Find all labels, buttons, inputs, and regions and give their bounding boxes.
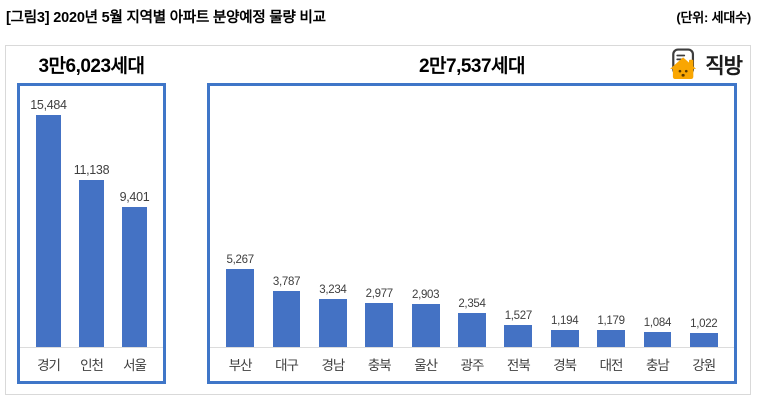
bar [689, 333, 718, 348]
bar-value-label: 3,234 [319, 284, 347, 296]
right-bar-chart: 5,267 3,787 3,234 2,977 2,903 2,354 1,527 1,194… [207, 83, 737, 384]
bar [597, 330, 625, 348]
bar-column: 3,787 [263, 276, 309, 348]
bar [504, 325, 533, 348]
category-label: 경북 [553, 358, 577, 373]
bar-value-label: 1,179 [597, 315, 625, 327]
left-x-axis-line [20, 347, 163, 348]
zigbang-house-icon [670, 48, 697, 80]
bar-value-label: 2,903 [411, 289, 440, 301]
left-category-labels: 경기 인천 서울 [27, 354, 156, 374]
bar [365, 303, 394, 348]
bar-column: 2,903 [402, 289, 448, 348]
bar [643, 332, 672, 348]
bar-value-label: 1,194 [551, 315, 579, 327]
bar [35, 115, 62, 348]
bar-column: 1,194 [542, 315, 588, 348]
right-bars-area: 5,267 3,787 3,234 2,977 2,903 2,354 1,527 1,194… [217, 90, 727, 348]
category-label: 충남 [645, 358, 670, 373]
category-label: 경기 [37, 358, 61, 373]
left-chart-total-title: 3만6,023세대 [38, 56, 145, 77]
bar-column: 1,527 [495, 310, 541, 348]
bar [78, 180, 105, 348]
bar-column: 2,354 [449, 298, 495, 348]
bar-value-label: 1,022 [690, 318, 718, 330]
bar-value-label: 3,787 [272, 276, 301, 288]
bar-value-label: 11,138 [73, 163, 110, 177]
bar-column: 9,401 [113, 190, 156, 348]
category-label: 전북 [506, 358, 531, 373]
bar-value-label: 1,527 [504, 310, 533, 322]
bar [458, 313, 486, 348]
right-category-labels: 부산 대구 경남 충북 울산 광주 전북 경북 대전 충남 강원 [217, 354, 727, 374]
bar-column: 5,267 [217, 254, 263, 348]
left-bars-area: 15,484 11,138 9,401 [27, 90, 156, 348]
unit-label: (단위: 세대수) [676, 10, 751, 25]
bar-column: 3,234 [310, 284, 356, 348]
category-label: 서울 [123, 358, 147, 373]
zigbang-logo: 직방 [665, 48, 743, 81]
bar-value-label: 2,977 [365, 288, 394, 300]
zigbang-brand-text: 직방 [705, 54, 743, 78]
bar-value-label: 2,354 [458, 298, 486, 310]
chart-frame: 3만6,023세대 2만7,537세대 직방 15,484 11,138 9,401… [5, 45, 751, 395]
category-label: 울산 [414, 358, 438, 373]
right-x-axis-line [210, 347, 734, 348]
right-chart-total-title: 2만7,537세대 [418, 56, 526, 77]
bar-value-label: 1,084 [643, 317, 672, 329]
bar-column: 2,977 [356, 288, 402, 348]
bar [411, 304, 440, 348]
bar [550, 330, 579, 348]
bar-column: 11,138 [70, 163, 113, 348]
bar-column: 1,022 [681, 318, 727, 348]
bar-column: 15,484 [27, 98, 70, 348]
bar-column: 1,179 [588, 315, 634, 348]
category-label: 부산 [228, 358, 253, 373]
bar-value-label: 5,267 [226, 254, 255, 266]
figure-title: [그림3] 2020년 5월 지역별 아파트 분양예정 물량 비교 [6, 10, 326, 26]
bar [272, 291, 301, 348]
category-label: 인천 [80, 358, 104, 373]
category-label: 경남 [321, 358, 345, 373]
bar [226, 269, 255, 348]
bar [121, 207, 148, 348]
bar-value-label: 9,401 [119, 190, 150, 204]
category-label: 충북 [367, 358, 392, 373]
header: [그림3] 2020년 5월 지역별 아파트 분양예정 물량 비교 (단위: 세… [6, 6, 751, 27]
category-label: 대전 [599, 358, 624, 373]
left-bar-chart: 15,484 11,138 9,401 경기 인천 서울 [17, 83, 166, 384]
bar [318, 299, 347, 348]
category-label: 광주 [460, 358, 485, 373]
bar-value-label: 15,484 [30, 98, 67, 112]
category-label: 강원 [692, 358, 716, 373]
category-label: 대구 [275, 358, 299, 373]
bar-column: 1,084 [634, 317, 680, 348]
